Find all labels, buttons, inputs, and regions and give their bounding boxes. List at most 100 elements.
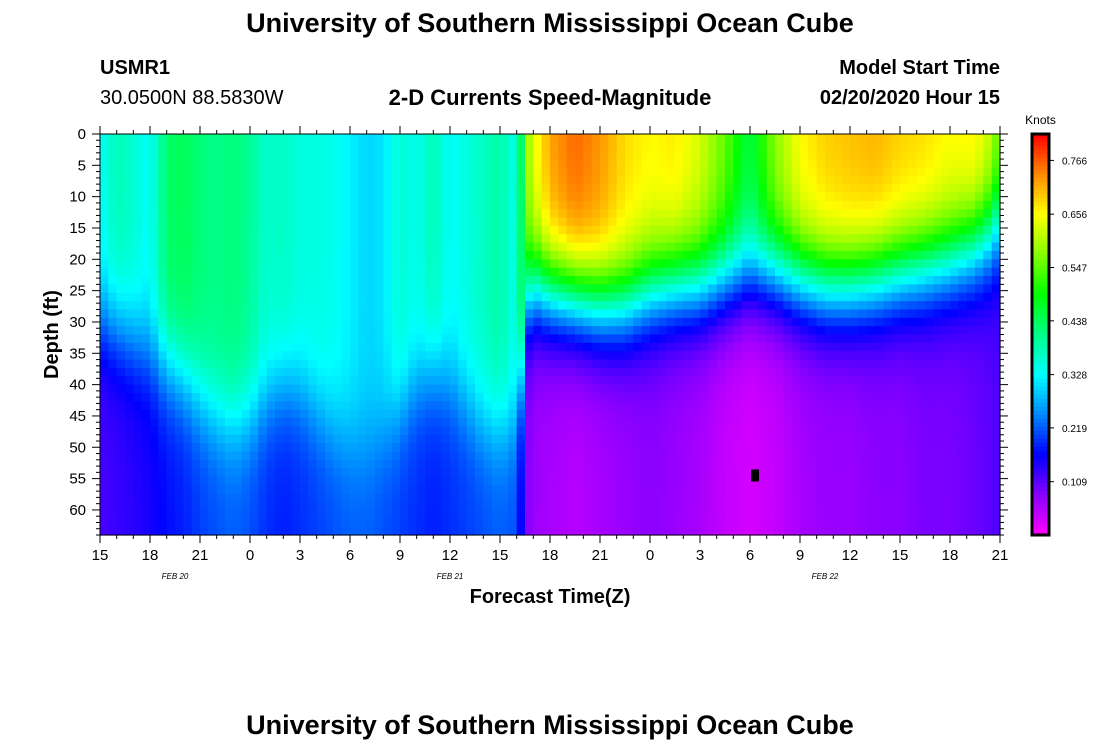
heatmap-cell xyxy=(758,150,768,160)
heatmap-cell xyxy=(566,150,576,160)
heatmap-cell xyxy=(150,501,159,511)
heatmap-cell xyxy=(600,459,609,469)
heatmap-cell xyxy=(566,250,576,260)
heatmap-cell xyxy=(308,334,318,344)
heatmap-cell xyxy=(766,192,776,202)
heatmap-cell xyxy=(575,367,584,377)
heatmap-cell xyxy=(850,367,859,377)
heatmap-cell xyxy=(783,267,793,277)
heatmap-cell xyxy=(125,459,134,469)
heatmap-cell xyxy=(591,267,601,277)
heatmap-cell xyxy=(400,367,409,377)
heatmap-cell xyxy=(833,501,843,511)
heatmap-cell xyxy=(583,342,593,352)
heatmap-cell xyxy=(333,401,343,411)
heatmap-cell xyxy=(616,309,626,319)
heatmap-cell xyxy=(150,242,159,252)
heatmap-cell xyxy=(125,351,134,361)
heatmap-cell xyxy=(933,484,943,494)
heatmap-cell xyxy=(408,267,418,277)
heatmap-cell xyxy=(241,376,251,386)
heatmap-cell xyxy=(516,234,526,244)
heatmap-cell xyxy=(308,526,318,536)
heatmap-cell xyxy=(650,367,659,377)
heatmap-cell xyxy=(700,284,709,294)
heatmap-cell xyxy=(550,184,559,194)
heatmap-cell xyxy=(550,401,559,411)
heatmap-cell xyxy=(158,518,168,528)
heatmap-cell xyxy=(450,426,459,436)
heatmap-cell xyxy=(383,434,393,444)
heatmap-cell xyxy=(508,476,518,486)
heatmap-cell xyxy=(875,351,884,361)
heatmap-cell xyxy=(633,326,643,336)
heatmap-cell xyxy=(375,443,384,453)
heatmap-cell xyxy=(275,342,284,352)
heatmap-cell xyxy=(741,401,751,411)
heatmap-cell xyxy=(833,418,843,427)
heatmap-cell xyxy=(200,476,209,486)
heatmap-cell xyxy=(241,518,251,528)
heatmap-cell xyxy=(400,142,409,152)
heatmap-cell xyxy=(908,159,918,169)
heatmap-cell xyxy=(191,192,201,202)
heatmap-cell xyxy=(850,217,859,227)
heatmap-cell xyxy=(416,509,426,519)
heatmap-cell xyxy=(558,401,568,411)
heatmap-cell xyxy=(208,426,218,436)
heatmap-cell xyxy=(333,292,343,302)
heatmap-cell xyxy=(600,175,609,185)
heatmap-cell xyxy=(825,150,834,160)
heatmap-cell xyxy=(433,267,443,277)
heatmap-cell xyxy=(558,242,568,252)
heatmap-cell xyxy=(641,359,651,369)
heatmap-cell xyxy=(525,509,534,519)
heatmap-cell xyxy=(658,342,668,352)
heatmap-cell xyxy=(325,334,334,344)
heatmap-cell xyxy=(175,409,184,419)
heatmap-cell xyxy=(650,317,659,327)
heatmap-cell xyxy=(891,409,901,419)
heatmap-cell xyxy=(141,292,151,302)
heatmap-cell xyxy=(458,501,468,511)
heatmap-cell xyxy=(433,342,443,352)
heatmap-cell xyxy=(333,493,343,503)
heatmap-cell xyxy=(841,392,851,402)
heatmap-cell xyxy=(383,367,393,377)
heatmap-cell xyxy=(800,276,809,285)
heatmap-cell xyxy=(116,184,126,194)
heatmap-cell xyxy=(308,426,318,436)
heatmap-cell xyxy=(200,309,209,319)
heatmap-cell xyxy=(466,326,476,336)
heatmap-cell xyxy=(366,351,376,361)
heatmap-cell xyxy=(300,459,309,469)
heatmap-cell xyxy=(541,501,551,511)
heatmap-cell xyxy=(808,250,818,260)
heatmap-cell xyxy=(741,418,751,427)
heatmap-cell xyxy=(350,451,359,461)
heatmap-cell xyxy=(275,526,284,536)
heatmap-cell xyxy=(316,317,326,327)
heatmap-cell xyxy=(775,509,784,519)
heatmap-cell xyxy=(866,434,876,444)
heatmap-cell xyxy=(900,509,909,519)
heatmap-cell xyxy=(783,284,793,294)
heatmap-cell xyxy=(258,334,268,344)
heatmap-cell xyxy=(150,326,159,336)
heatmap-cell xyxy=(333,250,343,260)
heatmap-cell xyxy=(391,451,401,461)
heatmap-cell xyxy=(108,384,118,394)
heatmap-cell xyxy=(250,359,259,369)
heatmap-cell xyxy=(191,167,201,177)
heatmap-cell xyxy=(641,209,651,219)
heatmap-cell xyxy=(100,250,109,260)
heatmap-cell xyxy=(575,309,584,319)
heatmap-cell xyxy=(358,234,368,244)
heatmap-cell xyxy=(650,518,659,528)
heatmap-cell xyxy=(258,409,268,419)
heatmap-cell xyxy=(683,276,693,285)
heatmap-cell xyxy=(825,276,834,285)
heatmap-cell xyxy=(816,309,826,319)
heatmap-cell xyxy=(883,209,893,219)
heatmap-cell xyxy=(758,326,768,336)
